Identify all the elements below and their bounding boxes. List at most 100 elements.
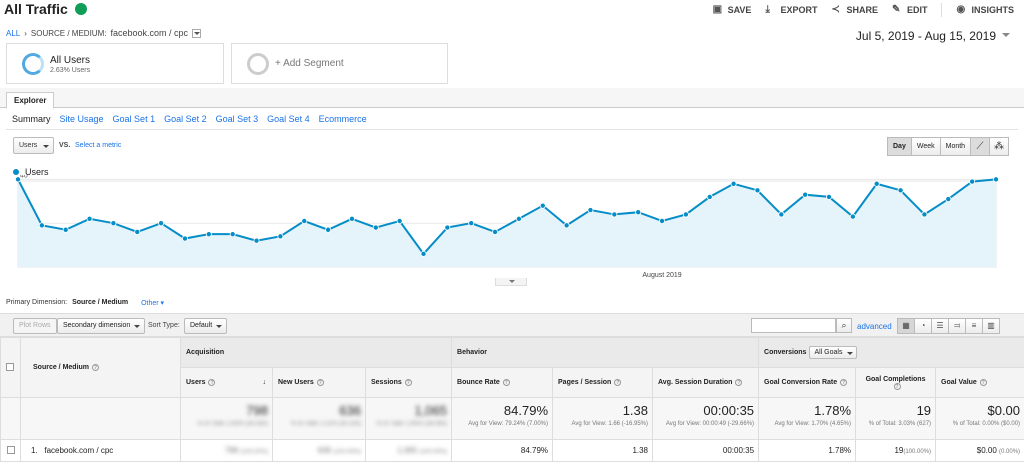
percentage-view-icon[interactable]: ◔: [914, 318, 932, 334]
insights-button[interactable]: ◉ INSIGHTS: [956, 3, 1014, 17]
date-range-text: Jul 5, 2019 - Aug 15, 2019: [855, 29, 996, 43]
chart-legend: Users: [13, 167, 49, 177]
col-goal-comp-label: Goal Completions: [865, 375, 926, 383]
search-icon[interactable]: ⌕: [836, 318, 852, 333]
secondary-dimension-select[interactable]: Secondary dimension: [57, 318, 146, 334]
data-point: [158, 220, 165, 227]
help-icon[interactable]: ?: [92, 364, 100, 371]
help-icon[interactable]: ?: [893, 382, 901, 390]
subtab-goal-set-2[interactable]: Goal Set 2: [164, 114, 207, 124]
data-point: [611, 211, 618, 218]
col-new-users[interactable]: New Users?: [272, 367, 366, 398]
help-icon[interactable]: ?: [208, 379, 216, 386]
share-button[interactable]: ≺ SHARE: [831, 3, 878, 17]
data-table: Source / Medium? Acquisition Behavior Co…: [0, 337, 1024, 462]
motion-chart-icon[interactable]: ⁂: [989, 137, 1009, 156]
subtab-ecommerce[interactable]: Ecommerce: [318, 114, 367, 124]
help-icon[interactable]: ?: [316, 379, 324, 386]
goals-select[interactable]: All Goals: [809, 346, 858, 359]
sort-type-select[interactable]: Default: [184, 318, 228, 334]
advanced-filter-link[interactable]: advanced: [857, 322, 892, 331]
col-pages-session[interactable]: Pages / Session?: [552, 367, 654, 398]
term-cloud-view-icon[interactable]: ≡: [965, 318, 983, 334]
col-sessions[interactable]: Sessions?: [364, 367, 453, 398]
subtab-site-usage[interactable]: Site Usage: [59, 114, 104, 124]
total-users: 798 % of Total: 2.63% (30,350): [180, 397, 273, 440]
report-header: All Traffic ▣ SAVE ⤓ EXPORT ≺ SHARE ✎ EDIT ◉…: [0, 0, 1024, 22]
segment-all-users[interactable]: All Users 2.63% Users: [6, 43, 224, 84]
col-bounce-rate[interactable]: Bounce Rate?: [451, 367, 554, 398]
col-users[interactable]: Users? ↓: [180, 367, 273, 398]
row-goal-value-pct: (0.00%): [999, 449, 1021, 455]
primary-dimension-value[interactable]: Source / Medium: [72, 299, 129, 306]
edit-button[interactable]: ✎ EDIT: [892, 3, 928, 17]
granularity-week-button[interactable]: Week: [910, 137, 941, 156]
comparison-view-icon[interactable]: ⫤: [948, 318, 966, 334]
pivot-view-icon[interactable]: ▥: [982, 318, 1000, 334]
col-avg-duration[interactable]: Avg. Session Duration?: [652, 367, 760, 398]
tab-explorer[interactable]: Explorer: [6, 92, 55, 109]
data-point: [253, 237, 260, 244]
chart-resize-handle[interactable]: [495, 278, 527, 286]
total-goal-conv-value: 1.78%: [814, 403, 852, 418]
data-view-icon[interactable]: ▦: [897, 318, 915, 334]
help-icon[interactable]: ?: [404, 379, 412, 386]
granularity-day-button[interactable]: Day: [887, 137, 912, 156]
granularity-month-button[interactable]: Month: [939, 137, 972, 156]
total-sessions-value: 1,065: [414, 403, 448, 418]
data-point: [778, 211, 785, 218]
breadcrumb-dropdown-icon[interactable]: [192, 28, 202, 38]
subtab-goal-set-1[interactable]: Goal Set 1: [112, 114, 156, 124]
help-icon[interactable]: ?: [840, 379, 848, 386]
col-goal-comp[interactable]: Goal Completions?: [855, 367, 937, 398]
select-metric-link[interactable]: Select a metric: [75, 142, 122, 149]
data-point: [730, 180, 737, 187]
plot-rows-button[interactable]: Plot Rows: [13, 318, 57, 334]
row-goal-comp: 19(100.00%): [855, 439, 937, 462]
total-pages-session-value: 1.38: [622, 403, 649, 418]
row-sessions-pct: (100.00%): [419, 449, 448, 455]
table-search-input[interactable]: [751, 318, 836, 333]
line-chart-icon[interactable]: ⟋: [970, 137, 990, 156]
row-dimension-link[interactable]: facebook.com / cpc: [44, 446, 114, 455]
subtab-goal-set-4[interactable]: Goal Set 4: [267, 114, 310, 124]
row-new-users-pct: (100.00%): [333, 449, 361, 455]
conversions-group-label: Conversions: [764, 349, 807, 356]
data-point: [539, 202, 546, 209]
performance-view-icon[interactable]: ☰: [931, 318, 949, 334]
sort-arrow-icon: ↓: [262, 379, 267, 386]
save-button[interactable]: ▣ SAVE: [713, 3, 752, 17]
col-goal-conv[interactable]: Goal Conversion Rate?: [758, 367, 857, 398]
total-goal-conv: 1.78% Avg for View: 1.70% (4.65%): [758, 397, 857, 440]
legend-dot-icon: [13, 169, 19, 175]
data-point: [492, 228, 499, 235]
help-icon[interactable]: ?: [502, 379, 510, 386]
total-bounce-rate-value: 84.79%: [503, 403, 549, 418]
total-pages-session-sub: Avg for View: 1.66 (-16.95%): [571, 421, 649, 427]
help-icon[interactable]: ?: [735, 379, 743, 386]
col-goal-value[interactable]: Goal Value?: [935, 367, 1024, 398]
date-range-picker[interactable]: Jul 5, 2019 - Aug 15, 2019: [856, 29, 1010, 43]
dimension-header[interactable]: Source / Medium?: [20, 337, 181, 398]
metric-select[interactable]: Users: [13, 137, 54, 154]
help-icon[interactable]: ?: [614, 379, 622, 386]
select-all-checkbox[interactable]: [6, 362, 14, 371]
export-button[interactable]: ⤓ EXPORT: [765, 3, 817, 17]
add-segment-button[interactable]: + Add Segment: [231, 43, 448, 84]
subtab-goal-set-3[interactable]: Goal Set 3: [215, 114, 259, 124]
data-point: [921, 211, 928, 218]
tab-bar: [0, 88, 1024, 108]
help-icon[interactable]: ?: [979, 379, 987, 386]
data-point: [348, 215, 355, 222]
subtab-summary[interactable]: Summary: [12, 114, 51, 124]
table-row[interactable]: 1. facebook.com / cpc 798 (100.00%) 636 …: [0, 439, 1024, 462]
users-line-chart: 2040August 2019: [14, 175, 1000, 279]
data-point: [301, 218, 308, 225]
total-new-users-sub: % of Total: 2.11% (30,150): [290, 421, 361, 427]
total-avg-duration: 00:00:35 Avg for View: 00:00:49 (-29.66%): [652, 397, 760, 440]
vs-label: VS.: [59, 142, 71, 149]
other-dimension-link[interactable]: Other ▾: [141, 300, 165, 307]
row-checkbox[interactable]: [6, 445, 15, 454]
row-dimension-cell: 1. facebook.com / cpc: [20, 439, 181, 462]
breadcrumb-all-link[interactable]: ALL: [6, 28, 21, 38]
